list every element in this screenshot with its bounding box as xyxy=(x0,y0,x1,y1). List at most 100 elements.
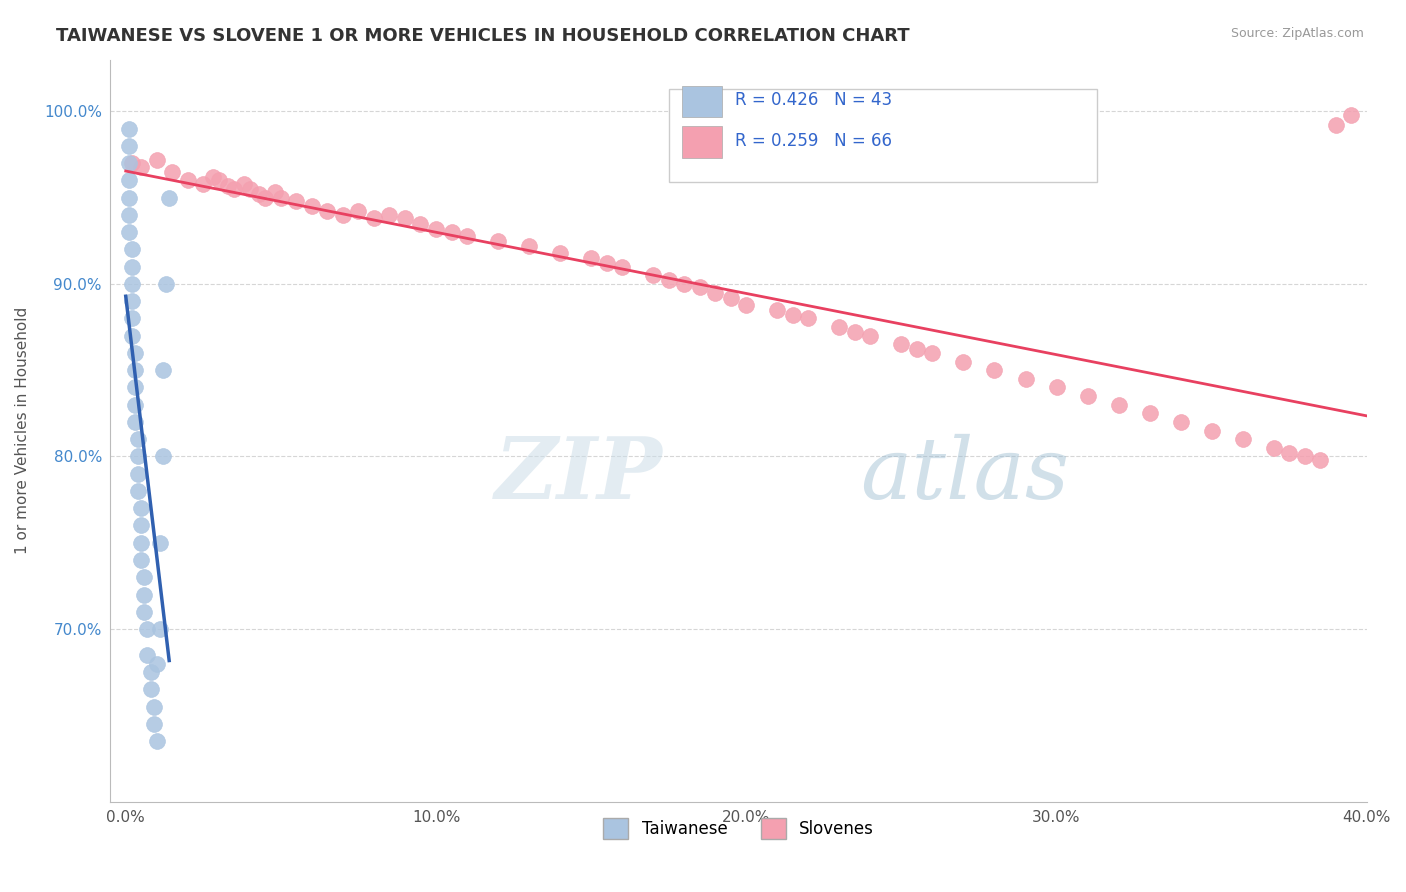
Point xyxy=(263,186,285,200)
Point xyxy=(254,191,277,205)
Y-axis label: 1 or more Vehicles in Household: 1 or more Vehicles in Household xyxy=(15,307,30,554)
Point xyxy=(1045,380,1067,394)
Point xyxy=(145,657,167,671)
Point xyxy=(193,177,215,191)
Point xyxy=(155,277,177,291)
Point xyxy=(177,173,200,187)
Point xyxy=(118,191,141,205)
Point xyxy=(1309,453,1331,467)
Text: R = 0.259   N = 66: R = 0.259 N = 66 xyxy=(735,132,891,150)
Point xyxy=(149,535,172,549)
Point xyxy=(1278,446,1301,460)
Point xyxy=(673,277,696,291)
Point xyxy=(139,665,162,680)
Point xyxy=(142,699,165,714)
Point xyxy=(301,199,323,213)
Point xyxy=(152,450,174,464)
Point xyxy=(983,363,1005,377)
Text: R = 0.426   N = 43: R = 0.426 N = 43 xyxy=(735,91,891,110)
Point xyxy=(247,187,270,202)
Point xyxy=(217,178,239,193)
Point xyxy=(124,415,146,429)
Point xyxy=(1201,424,1223,438)
Point xyxy=(134,587,156,601)
Point xyxy=(921,346,943,360)
Point xyxy=(127,432,149,446)
Point xyxy=(409,217,432,231)
Point xyxy=(121,243,143,257)
Point xyxy=(121,311,143,326)
Point xyxy=(118,156,141,170)
Point xyxy=(124,380,146,394)
Point xyxy=(704,285,727,300)
Point xyxy=(162,165,184,179)
Point xyxy=(1294,450,1316,464)
Point xyxy=(440,225,463,239)
Point xyxy=(735,298,758,312)
Point xyxy=(134,605,156,619)
Point xyxy=(224,182,246,196)
Point xyxy=(149,622,172,636)
Point xyxy=(782,308,804,322)
Point xyxy=(1324,118,1347,132)
Point xyxy=(595,256,617,270)
Point xyxy=(1340,108,1362,122)
Point xyxy=(766,302,789,317)
Point xyxy=(118,173,141,187)
Point xyxy=(118,208,141,222)
Point xyxy=(425,221,447,235)
Point xyxy=(720,291,742,305)
Point xyxy=(270,191,292,205)
Point xyxy=(121,260,143,274)
Point xyxy=(118,121,141,136)
Text: atlas: atlas xyxy=(860,434,1070,516)
Point xyxy=(643,268,665,283)
Point xyxy=(456,228,478,243)
Point xyxy=(157,191,180,205)
Point xyxy=(121,328,143,343)
Point xyxy=(145,734,167,748)
Point xyxy=(1139,406,1161,420)
Point xyxy=(859,328,882,343)
Point xyxy=(612,260,634,274)
FancyBboxPatch shape xyxy=(682,86,723,117)
Point xyxy=(332,208,354,222)
Point xyxy=(797,311,820,326)
Point xyxy=(658,273,681,287)
Point xyxy=(828,320,851,334)
Point xyxy=(1263,441,1285,455)
Point xyxy=(145,153,167,167)
Point xyxy=(517,239,540,253)
Point xyxy=(129,501,152,516)
Point xyxy=(208,173,231,187)
Point xyxy=(952,354,974,368)
Point xyxy=(363,211,385,226)
Text: ZIP: ZIP xyxy=(495,434,664,516)
Point xyxy=(285,194,308,208)
Point xyxy=(127,467,149,481)
Point xyxy=(316,204,339,219)
Point xyxy=(129,160,152,174)
Point xyxy=(121,156,143,170)
Legend: Taiwanese, Slovenes: Taiwanese, Slovenes xyxy=(596,812,880,846)
Text: Source: ZipAtlas.com: Source: ZipAtlas.com xyxy=(1230,27,1364,40)
Point xyxy=(548,245,571,260)
Point xyxy=(139,682,162,697)
Point xyxy=(201,169,224,184)
Point xyxy=(905,343,928,357)
Point xyxy=(118,139,141,153)
Point xyxy=(142,717,165,731)
Point xyxy=(129,535,152,549)
Point xyxy=(129,553,152,567)
FancyBboxPatch shape xyxy=(682,127,723,158)
Point xyxy=(378,208,401,222)
Point xyxy=(136,622,159,636)
Point xyxy=(232,177,254,191)
Point xyxy=(579,251,602,265)
Point xyxy=(844,325,866,339)
Point xyxy=(127,483,149,498)
Point xyxy=(486,234,509,248)
Point xyxy=(127,450,149,464)
Point xyxy=(118,225,141,239)
Point xyxy=(1108,398,1130,412)
